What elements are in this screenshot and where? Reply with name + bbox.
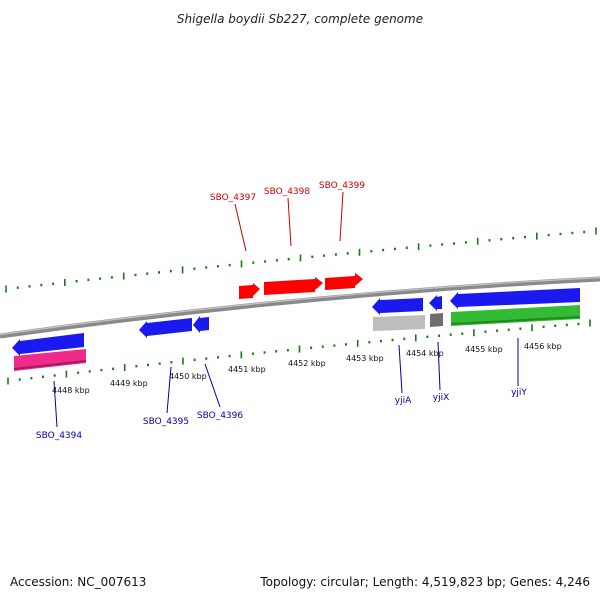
gene-arrow-yjix[interactable] — [429, 295, 442, 311]
gene-arrow-sbo-4398[interactable] — [264, 277, 323, 295]
feature-magenta-block[interactable] — [14, 349, 86, 371]
gene-label-sbo-4395[interactable]: SBO_4395 — [143, 417, 189, 427]
leader-sbo-4394 — [53, 380, 58, 428]
kbp-label: 4449 kbp — [110, 379, 148, 388]
gene-arrow-sbo-4395[interactable] — [139, 318, 192, 338]
gene-arrow-sbo-4397[interactable] — [239, 283, 260, 299]
leader-yjia — [398, 344, 403, 394]
gene-labels: SBO_4397 SBO_4398 SBO_4399 SBO_4394 SBO_… — [36, 181, 528, 441]
reverse-label-leaders — [53, 338, 519, 428]
gene-label-sbo-4396[interactable]: SBO_4396 — [197, 411, 243, 421]
leader-yjix — [437, 341, 441, 391]
kbp-label: 4454 kbp — [406, 349, 444, 358]
leader-sbo-4395 — [166, 366, 172, 414]
leader-sbo-4396 — [204, 363, 221, 408]
kbp-label: 4450 kbp — [169, 372, 207, 381]
kbp-label: 4455 kbp — [465, 345, 503, 354]
leader-sbo-4398 — [287, 197, 292, 247]
gene-arrow-yjiy[interactable] — [450, 288, 580, 309]
kbp-scale-labels: 4448 kbp 4449 kbp 4450 kbp 4451 kbp 4452… — [52, 342, 562, 395]
topology-text: Topology: circular; Length: 4,519,823 bp… — [259, 575, 590, 589]
gene-label-yjix[interactable]: yjiX — [433, 393, 450, 403]
gene-arrow-sbo-4394[interactable] — [12, 333, 84, 356]
lower-tick-track — [7, 319, 591, 385]
gene-label-sbo-4399[interactable]: SBO_4399 — [319, 181, 365, 191]
gene-arrow-yjia[interactable] — [372, 298, 423, 315]
feature-grey-block[interactable] — [373, 315, 425, 331]
gene-label-sbo-4398[interactable]: SBO_4398 — [264, 187, 310, 197]
genome-backbone — [0, 276, 600, 339]
forward-label-leaders — [234, 191, 344, 252]
leader-sbo-4397 — [234, 203, 247, 252]
upper-tick-track — [5, 227, 597, 293]
gene-label-sbo-4397[interactable]: SBO_4397 — [210, 193, 256, 203]
feature-green-block[interactable] — [451, 305, 580, 326]
gene-arrow-sbo-4399[interactable] — [325, 273, 363, 290]
map-title: Shigella boydii Sb227, complete genome — [177, 12, 423, 26]
gene-arrow-sbo-4396[interactable] — [193, 316, 209, 333]
kbp-label: 4456 kbp — [524, 342, 562, 351]
kbp-label: 4452 kbp — [288, 359, 326, 368]
feature-green-shadow — [450, 316, 581, 325]
feature-darkgrey-block[interactable] — [430, 313, 443, 327]
gene-label-yjia[interactable]: yjiA — [395, 396, 412, 406]
kbp-label: 4448 kbp — [52, 386, 90, 395]
kbp-label: 4451 kbp — [228, 365, 266, 374]
gene-label-sbo-4394[interactable]: SBO_4394 — [36, 431, 82, 441]
accession-text: Accession: NC_007613 — [10, 575, 146, 589]
gene-label-yjiy[interactable]: yjiY — [511, 388, 527, 398]
feature-magenta-shadow — [13, 360, 87, 370]
kbp-label: 4453 kbp — [346, 354, 384, 363]
leader-sbo-4399 — [339, 191, 344, 242]
genome-backbone-highlight — [0, 277, 600, 336]
